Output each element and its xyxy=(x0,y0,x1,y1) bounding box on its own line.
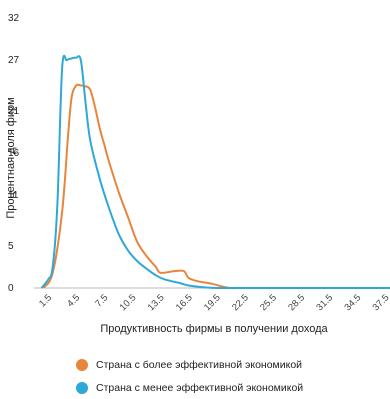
x-axis-ticks: 1.5 4.5 7.5 10.5 13.5 16.5 19.5 22.5 25.5 28.5 31.… xyxy=(37,292,390,313)
legend-item-series-2: Страна с менее эффективной экономикой xyxy=(76,382,303,394)
series-lines xyxy=(40,54,390,290)
y-tick-label: 0 xyxy=(8,283,14,294)
y-tick-label: 5 xyxy=(8,241,14,252)
x-tick-label: 25.5 xyxy=(258,292,279,313)
y-tick-label: 32 xyxy=(8,13,20,24)
x-tick-label: 19.5 xyxy=(202,292,223,313)
y-tick-label: 27 xyxy=(8,55,20,66)
series-line-1 xyxy=(42,83,390,290)
legend-marker-orange xyxy=(76,359,88,371)
x-tick-label: 4.5 xyxy=(65,292,82,309)
legend-marker-blue xyxy=(76,382,88,394)
series-line-2 xyxy=(40,54,390,290)
y-tick-label: 11 xyxy=(8,190,19,201)
x-tick-label: 22.5 xyxy=(230,292,251,313)
legend-label: Страна с менее эффективной экономикой xyxy=(96,382,304,394)
y-tick-label: 21 xyxy=(8,106,20,117)
x-tick-label: 34.5 xyxy=(342,292,363,313)
x-tick-label: 10.5 xyxy=(118,292,139,313)
legend-item-series-1: Страна с более эффективной экономикой xyxy=(76,359,302,371)
x-axis-label: Продуктивность фирмы в получении дохода xyxy=(100,323,328,335)
x-tick-label: 31.5 xyxy=(314,292,335,313)
x-tick-label: 16.5 xyxy=(174,292,195,313)
x-tick-label: 1.5 xyxy=(37,292,54,309)
x-tick-label: 28.5 xyxy=(286,292,307,313)
y-axis-ticks: 0 5 11 16 21 27 32 xyxy=(8,13,20,294)
x-tick-label: 7.5 xyxy=(93,292,110,309)
legend-label: Страна с более эффективной экономикой xyxy=(96,359,303,371)
y-tick-label: 16 xyxy=(8,148,20,159)
y-axis-label: Процентная доля фирм xyxy=(5,97,17,218)
x-tick-label: 37.5 xyxy=(371,292,390,313)
x-tick-label: 13.5 xyxy=(146,292,167,313)
